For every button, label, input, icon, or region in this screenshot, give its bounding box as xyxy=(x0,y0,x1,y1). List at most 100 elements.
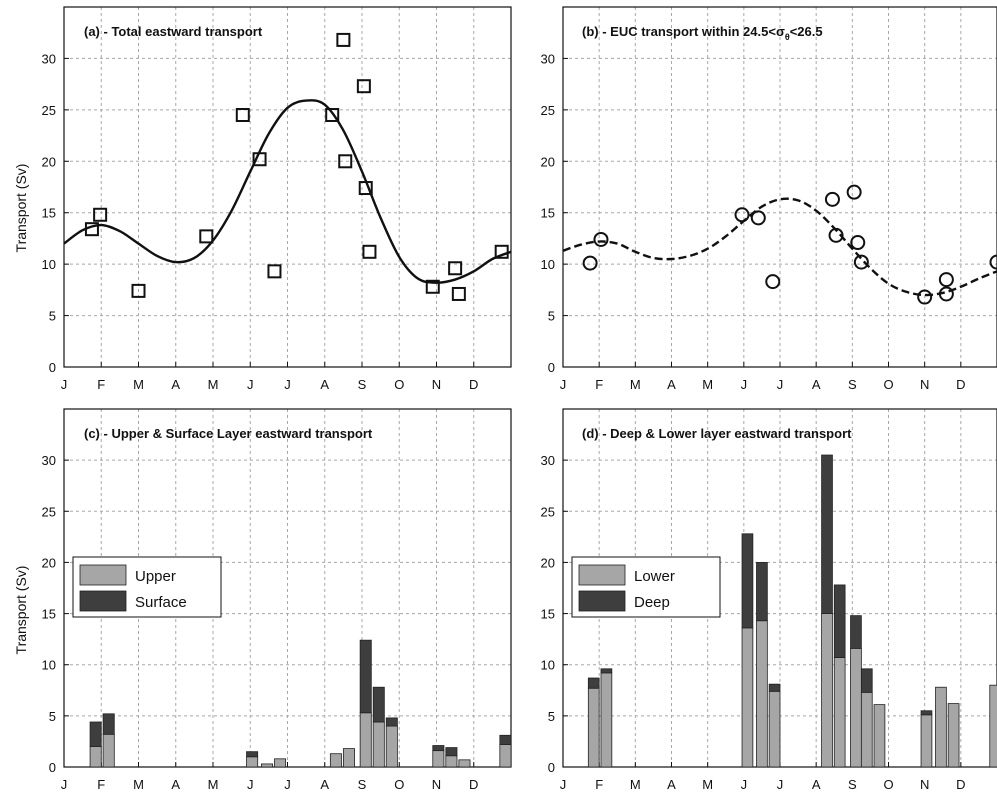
bar-segment-surface xyxy=(432,745,445,752)
data-point-circle xyxy=(824,191,840,207)
y-tick-label: 20 xyxy=(541,154,555,169)
x-tick-label-F: F xyxy=(97,777,105,792)
x-tick-label-J: J xyxy=(560,777,567,792)
y-tick-label: 5 xyxy=(548,309,555,324)
data-point-circle xyxy=(846,184,862,200)
bar-segment-lower xyxy=(860,691,873,767)
data-point-square xyxy=(235,108,250,122)
x-tick-label-D: D xyxy=(956,377,965,392)
bar-segment-deep xyxy=(587,677,600,689)
legend-swatch-lower xyxy=(578,564,626,586)
x-tick-label-A: A xyxy=(812,777,821,792)
data-point-square xyxy=(356,79,371,94)
x-tick-label-J: J xyxy=(284,777,291,792)
x-tick-label-M: M xyxy=(630,777,641,792)
x-tick-label-D: D xyxy=(956,777,965,792)
y-tick-label: 5 xyxy=(49,309,56,324)
x-tick-label-M: M xyxy=(702,377,713,392)
y-tick-label: 25 xyxy=(541,103,555,118)
data-point-circle xyxy=(989,254,997,270)
bar-segment-deep xyxy=(756,562,768,622)
bar-segment-lower xyxy=(850,647,862,767)
fit-curve xyxy=(64,99,511,284)
panel-a-axes: 0 5 10 15 20 25 30 J F M A M J J A S O N D xyxy=(42,6,512,392)
panel-b-marks xyxy=(563,184,997,305)
bar-segment-deep xyxy=(850,615,862,649)
legend-label-upper: Upper xyxy=(135,568,176,585)
data-point-square xyxy=(362,244,377,259)
bar-segment-deep xyxy=(821,454,833,614)
bar-segment-upper xyxy=(102,733,115,767)
x-tick-label-A: A xyxy=(812,377,821,392)
x-tick-label-F: F xyxy=(595,777,603,792)
y-tick-label: 20 xyxy=(42,555,56,570)
bar-segment-lower xyxy=(833,657,846,767)
y-tick-label: 30 xyxy=(42,51,56,66)
y-tick-label: 10 xyxy=(541,257,555,272)
x-tick-label-J: J xyxy=(284,377,291,392)
bar-segment-upper xyxy=(372,721,385,767)
x-tick-label-M: M xyxy=(702,777,713,792)
y-tick-label: 5 xyxy=(49,709,56,724)
x-tick-label-S: S xyxy=(358,377,367,392)
x-tick-label-A: A xyxy=(667,377,676,392)
y-tick-label: 25 xyxy=(42,504,56,519)
y-tick-label: 0 xyxy=(49,360,56,375)
data-point-square xyxy=(336,32,351,47)
legend: Lower Deep xyxy=(571,556,721,618)
y-tick-label: 30 xyxy=(541,453,555,468)
data-point-circle xyxy=(750,210,766,226)
panel-c-title: (c) - Upper & Surface Layer eastward tra… xyxy=(84,426,373,441)
bar-segment-upper xyxy=(359,712,372,767)
data-point-circle xyxy=(765,274,781,290)
data-point-circle xyxy=(734,207,750,223)
legend-swatch-deep xyxy=(578,590,626,612)
data-point-circle xyxy=(850,235,866,251)
bar-segment-surface xyxy=(372,686,385,723)
x-tick-label-J: J xyxy=(777,377,784,392)
x-tick-label-O: O xyxy=(883,777,893,792)
y-tick-label: 25 xyxy=(42,103,56,118)
x-tick-label-O: O xyxy=(394,377,404,392)
y-tick-label: 30 xyxy=(42,453,56,468)
bar-segment-lower xyxy=(600,672,613,767)
x-tick-label-J: J xyxy=(247,377,254,392)
x-tick-label-M: M xyxy=(208,777,219,792)
bar-segment-upper xyxy=(342,748,355,767)
data-point-square xyxy=(93,207,108,222)
bar-segment-surface xyxy=(359,639,372,714)
data-point-square xyxy=(325,108,340,122)
bar-segment-upper xyxy=(445,755,458,767)
bar-segment-lower xyxy=(920,714,933,767)
legend-label-lower: Lower xyxy=(634,568,675,585)
panel-c-ylabel: Transport (Sv) xyxy=(13,566,29,655)
bar-segment-upper xyxy=(499,744,511,767)
data-point-square xyxy=(494,244,509,259)
bar-segment-lower xyxy=(756,620,768,767)
bar-segment-surface xyxy=(246,751,259,758)
x-tick-label-N: N xyxy=(920,377,929,392)
panel-b-euc-transport: 0 5 10 15 20 25 30 J F M A M J J A S O N D (b) - EUC trans… xyxy=(541,6,997,392)
bar-segment-deep xyxy=(833,584,846,658)
data-point-circle xyxy=(917,289,933,305)
data-point-circle xyxy=(938,272,954,288)
data-point-circle xyxy=(582,255,598,271)
panel-a-marks xyxy=(64,32,511,301)
bar-segment-lower xyxy=(947,703,960,767)
y-tick-label: 5 xyxy=(548,709,555,724)
bar-segment-lower xyxy=(821,613,833,767)
data-point-circle xyxy=(593,231,609,247)
data-point-square xyxy=(448,261,463,276)
x-tick-label-O: O xyxy=(883,377,893,392)
x-tick-label-J: J xyxy=(741,377,748,392)
x-tick-label-S: S xyxy=(358,777,367,792)
x-tick-label-S: S xyxy=(848,777,857,792)
y-tick-label: 20 xyxy=(541,555,555,570)
x-tick-label-F: F xyxy=(97,377,105,392)
x-tick-label-M: M xyxy=(133,777,144,792)
y-tick-label: 25 xyxy=(541,504,555,519)
data-point-circle xyxy=(853,254,869,270)
bar-segment-upper xyxy=(432,750,445,767)
x-tick-label-N: N xyxy=(432,777,441,792)
